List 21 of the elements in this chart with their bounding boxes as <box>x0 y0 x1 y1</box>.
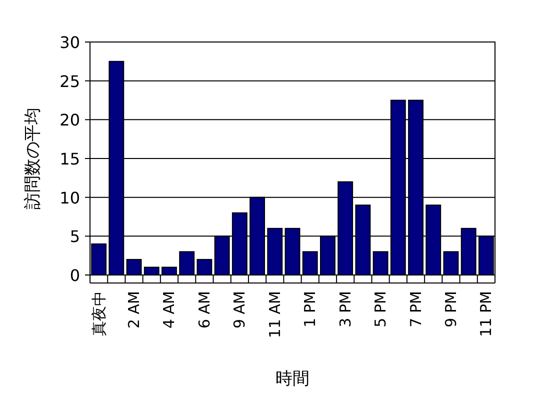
x-axis-title: 時間 <box>276 369 310 389</box>
x-tick-label: 9 PM <box>442 291 460 328</box>
y-axis-title: 訪問数の平均 <box>23 108 43 210</box>
x-tick-label: 1 PM <box>301 291 320 328</box>
x-tick-label: 真夜中 <box>90 291 108 336</box>
x-tick-label: 4 AM <box>160 291 178 329</box>
y-tick-label: 25 <box>60 72 80 91</box>
y-tick-label: 10 <box>60 188 80 208</box>
x-tick-label: 6 AM <box>195 291 214 329</box>
y-tick-label: 20 <box>60 110 80 130</box>
y-tick-label: 5 <box>70 227 80 246</box>
y-tick-label: 0 <box>70 266 80 285</box>
x-tick-label: 11 PM <box>477 291 496 337</box>
x-tick-label: 3 PM <box>336 291 354 328</box>
x-tick-label: 9 AM <box>230 291 249 329</box>
x-tick-label: 11 AM <box>266 291 284 338</box>
y-tick-label: 30 <box>60 33 80 52</box>
y-tick-label: 15 <box>60 150 80 168</box>
x-tick-label: 5 PM <box>372 291 390 328</box>
x-tick-label: 2 AM <box>125 291 144 329</box>
x-tick-label: 7 PM <box>406 291 425 328</box>
